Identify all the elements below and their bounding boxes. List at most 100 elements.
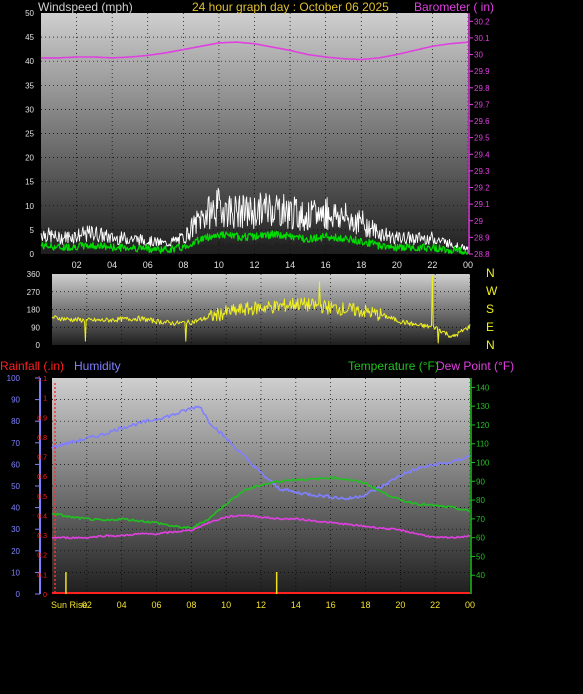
climate-xtick-20: 20 [395,600,405,610]
wind-ytick-40: 40 [25,57,34,66]
wind-ytick-10: 10 [25,202,34,211]
barometer-ytick-30: 30 [474,51,483,60]
barometer-ytick-29.9: 29.9 [474,67,490,76]
humidity-ytick-50: 50 [11,482,20,491]
climate-xtick-12: 12 [256,600,266,610]
climate-xtick-22: 22 [430,600,440,610]
barometer-ytick-29.5: 29.5 [474,134,490,143]
compass-E-3: E [486,320,494,334]
temperature-ytick-130: 130 [476,402,490,411]
dewpoint-line [51,514,471,540]
barometer-title: Barometer ( in) [414,0,494,14]
humidity-ytick-60: 60 [11,460,20,469]
temperature-ytick-90: 90 [476,477,485,486]
wind-title: Windspeed (mph) [38,0,133,14]
wind-ytick-0: 0 [30,250,35,259]
wind-ytick-25: 25 [25,130,34,139]
barometer-ytick-29: 29 [474,217,483,226]
barometer-ytick-29.4: 29.4 [474,150,490,159]
rainfall-title: Rainfall (.in) [0,359,64,373]
temperature-ytick-50: 50 [476,552,485,561]
windspeed-low-line [40,242,469,255]
windspeed-gust-line [40,187,469,251]
humidity-ytick-20: 20 [11,547,20,556]
climate-xtick-14: 14 [291,600,301,610]
wind-ytick-50: 50 [25,9,34,18]
direction-ytick-270: 270 [27,288,41,297]
direction-ytick-360: 360 [27,270,41,279]
compass-N-0: N [486,266,495,280]
barometer-ytick-30.2: 30.2 [474,17,490,26]
humidity-ytick-80: 80 [11,417,20,426]
temperature-line [51,475,471,530]
barometer-ytick-29.8: 29.8 [474,84,490,93]
wind-ytick-45: 45 [25,33,34,42]
climate-xtick-18: 18 [360,600,370,610]
barometer-ytick-28.9: 28.9 [474,233,490,242]
wind-ytick-15: 15 [25,178,34,187]
wind-ytick-35: 35 [25,81,34,90]
temperature-ytick-40: 40 [476,571,485,580]
barometer-ytick-29.3: 29.3 [474,167,490,176]
climate-xtick-08: 08 [186,600,196,610]
humidity-ytick-30: 30 [11,525,20,534]
humidity-title: Humidity [74,359,121,373]
rainfall-ytick-1: 1 [43,396,47,403]
rainfall-ytick-0.9: 0.9 [37,415,47,422]
compass-N-4: N [486,338,495,352]
wind-xtick-tick-14: 14 [285,260,295,270]
barometer-line [41,41,469,61]
rainfall-ytick-0.2: 0.2 [37,553,47,560]
rainfall-ytick-0.3: 0.3 [37,533,47,540]
wind-xtick-tick-08: 08 [178,260,188,270]
wind-xtick-tick-16: 16 [321,260,331,270]
temperature-ytick-120: 120 [476,421,490,430]
humidity-line [51,405,471,501]
wind-xtick-tick-02: 02 [72,260,82,270]
wind-xtick-tick-18: 18 [356,260,366,270]
wind-ytick-30: 30 [25,105,34,114]
wind-xtick-tick-12: 12 [249,260,259,270]
climate-xtick-16: 16 [326,600,336,610]
temperature-ytick-110: 110 [476,440,489,449]
wind-xtick-tick-10: 10 [214,260,224,270]
humidity-ytick-90: 90 [11,396,20,405]
rainfall-ytick-0.5: 0.5 [37,494,47,501]
wind-ytick-20: 20 [25,154,34,163]
compass-W-1: W [486,284,498,298]
dewpoint-title: Dew Point (°F) [436,359,514,373]
graph-title: 24 hour graph day : October 06 2025 [192,0,389,14]
barometer-ytick-29.7: 29.7 [474,100,490,109]
rainfall-ytick-0.7: 0.7 [37,455,47,462]
compass-S-2: S [486,302,494,316]
direction-ytick-0: 0 [36,341,41,350]
climate-xtick-06: 06 [151,600,161,610]
wind-xtick-tick-04: 04 [107,260,117,270]
direction-ytick-180: 180 [27,306,41,315]
wind-ytick-5: 5 [30,226,35,235]
barometer-ytick-29.1: 29.1 [474,200,490,209]
climate-xtick-00: 00 [465,600,475,610]
humidity-ytick-70: 70 [11,439,20,448]
rainfall-ytick-0.6: 0.6 [37,474,47,481]
wind-xtick-tick-00: 00 [463,260,473,270]
humidity-ytick-0: 0 [16,590,21,599]
rainfall-ytick-0: 0 [43,592,47,599]
temperature-ytick-70: 70 [476,515,485,524]
rainfall-ytick-0.1: 0.1 [37,572,47,579]
barometer-ytick-28.8: 28.8 [474,250,490,259]
direction-line [51,275,471,344]
barometer-ytick-29.2: 29.2 [474,184,490,193]
wind-xtick-tick-20: 20 [392,260,402,270]
temperature-ytick-60: 60 [476,534,485,543]
climate-xtick-10: 10 [221,600,231,610]
sunrise-label: Sun Rise [51,600,88,610]
humidity-ytick-100: 100 [7,374,21,383]
rainfall-ytick-0.8: 0.8 [37,435,47,442]
temperature-title: Temperature (°F) [348,359,439,373]
barometer-ytick-29.6: 29.6 [474,117,490,126]
barometer-ytick-30.1: 30.1 [474,34,490,43]
rainfall-ytick-0.4: 0.4 [37,513,47,520]
wind-xtick-tick-22: 22 [427,260,437,270]
direction-ytick-90: 90 [31,323,40,332]
